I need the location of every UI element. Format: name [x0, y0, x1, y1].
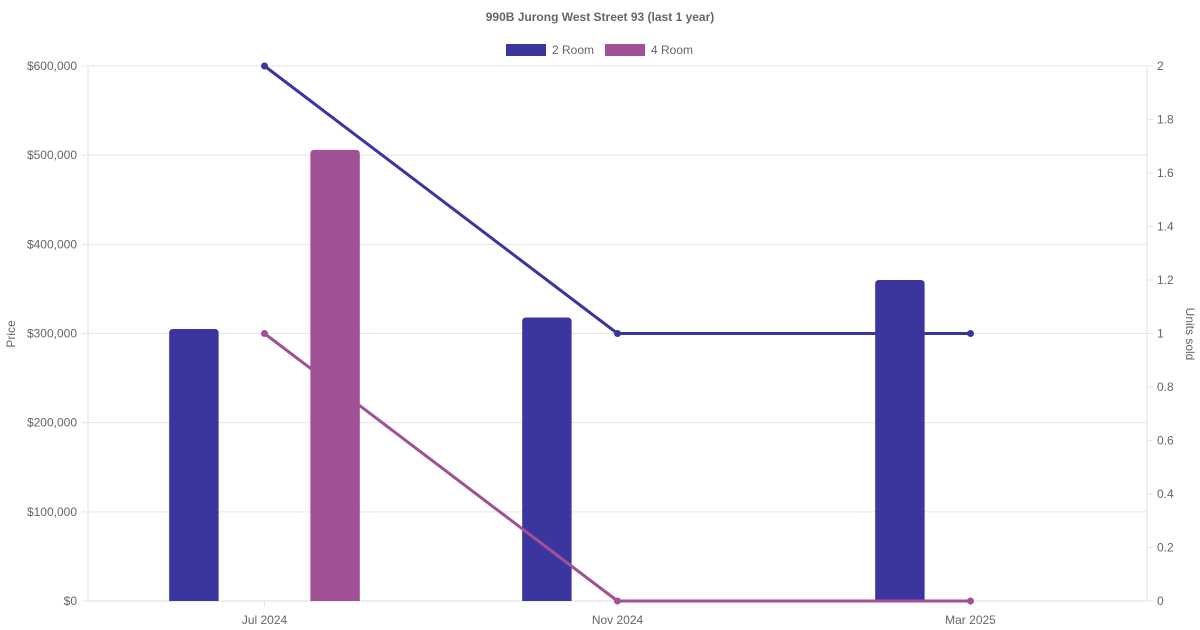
legend-swatch-4-room [605, 44, 645, 56]
line-4-room [263, 332, 971, 603]
x-axis-ticks: Jul 2024 Nov 2024 Mar 2025 [242, 601, 996, 627]
y-right-tick-label: 1 [1157, 327, 1164, 341]
y-right-tick-label: 0.4 [1157, 487, 1174, 501]
point-2-room[interactable] [261, 62, 268, 70]
legend-item-4-room[interactable]: 4 Room [605, 43, 693, 57]
y-left-tick-label: $200,000 [27, 416, 77, 430]
y-right-tick-label: 1.8 [1157, 113, 1174, 127]
bar-2-room[interactable] [169, 329, 219, 601]
legend-swatch-2-room [506, 44, 546, 56]
point-2-room[interactable] [614, 330, 621, 337]
legend-label-2-room: 2 Room [552, 43, 594, 57]
legend[interactable]: 2 Room 4 Room [506, 43, 693, 57]
y-left-tick-label: $500,000 [27, 148, 77, 162]
x-tick-label: Jul 2024 [242, 613, 288, 627]
bar-2-room[interactable] [522, 317, 572, 601]
y-left-tick-label: $400,000 [27, 237, 77, 251]
y-right-tick-label: 1.2 [1157, 273, 1174, 287]
y-right-tick-label: 2 [1157, 59, 1164, 73]
bars [169, 149, 925, 602]
y-left-tick-label: $600,000 [27, 59, 77, 73]
bar-2-room[interactable] [875, 280, 925, 601]
y-right-tick-label: 0 [1157, 594, 1164, 608]
x-tick-label: Nov 2024 [592, 613, 644, 627]
legend-item-2-room[interactable]: 2 Room [506, 43, 594, 57]
y-right-tick-label: 0.6 [1157, 434, 1174, 448]
point-4-room[interactable] [967, 597, 974, 605]
y-left-tick-label: $300,000 [27, 327, 77, 341]
y-axis-left-label: Price [4, 320, 18, 348]
x-tick-label: Mar 2025 [945, 613, 996, 627]
lines [261, 62, 974, 605]
point-4-room[interactable] [261, 330, 268, 337]
legend-label-4-room: 4 Room [651, 43, 693, 57]
chart-title: 990B Jurong West Street 93 (last 1 year) [486, 10, 715, 24]
y-right-tick-label: 1.6 [1157, 166, 1174, 180]
y-left-tick-label: $0 [64, 594, 78, 608]
y-axis-right-ticks: 0 0.2 0.4 0.6 0.8 1 1.2 1.4 1.6 1.8 2 [1147, 59, 1174, 608]
line-2-room [263, 64, 971, 335]
y-right-tick-label: 1.4 [1157, 220, 1174, 234]
y-axis-left-ticks: $0 $100,000 $200,000 $300,000 $400,000 $500,0… [27, 59, 88, 608]
point-4-room[interactable] [614, 597, 621, 605]
point-2-room[interactable] [967, 330, 974, 337]
y-right-tick-label: 0.2 [1157, 541, 1174, 555]
y-left-tick-label: $100,000 [27, 505, 77, 519]
y-axis-right-label: Units sold [1183, 308, 1197, 361]
bar-4-room[interactable] [310, 149, 360, 602]
y-right-tick-label: 0.8 [1157, 380, 1174, 394]
